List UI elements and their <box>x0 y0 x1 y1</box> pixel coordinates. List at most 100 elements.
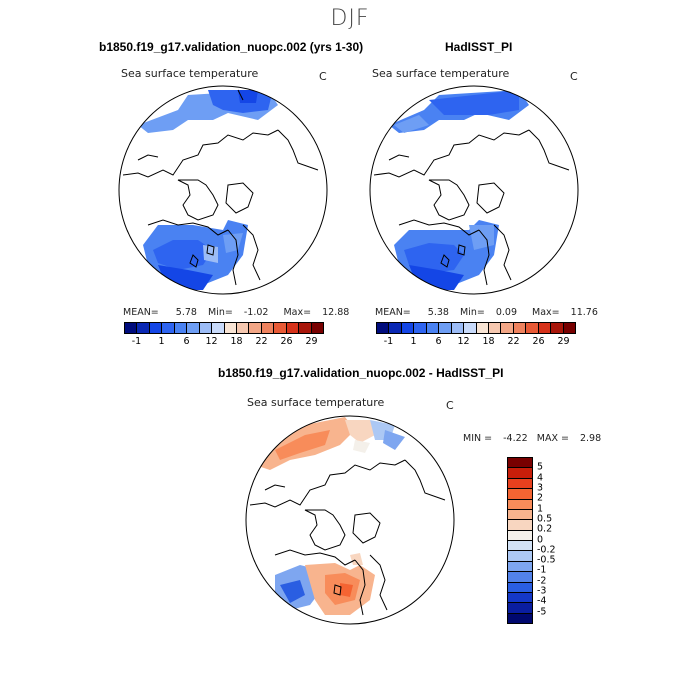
diff-colorbar-tick-label: -0.5 <box>537 554 556 566</box>
diff-colorbar-swatch <box>508 530 532 541</box>
diff-map-boundary <box>245 415 455 625</box>
diff-colorbar <box>507 457 533 624</box>
diff-colorbar-tick-label: -5 <box>537 606 547 618</box>
panel2-min-value: 0.09 <box>495 307 517 318</box>
panel2-colorbar-swatch <box>563 323 575 333</box>
diff-panel-stats: MIN = -4.22 MAX = 2.98 <box>463 433 601 444</box>
panel2-coastlines <box>373 129 570 286</box>
panel2-colorbar-swatch <box>476 323 489 333</box>
diff-colorbar-swatch <box>508 458 532 469</box>
panel1-colorbar-swatch <box>212 323 225 333</box>
diff-colorbar-swatch <box>508 592 532 604</box>
panel2-title: HadISST_PI <box>445 40 513 54</box>
diff-min-label: MIN = <box>463 433 493 444</box>
diff-colorbar-swatch <box>508 572 532 583</box>
panel2-colorbar-swatch <box>464 323 477 333</box>
diff-coastlines <box>249 459 446 616</box>
panel2-colorbar-swatch <box>451 323 465 333</box>
panel1-colorbar-swatch <box>137 323 150 333</box>
diff-min-value: -4.22 <box>503 433 528 444</box>
panel2-colorbar-tick-label: 22 <box>507 336 520 347</box>
diff-colorbar-tick-label: 3 <box>537 482 544 494</box>
diff-colorbar-tick-label: 0.2 <box>537 523 553 535</box>
panel2-colorbar-tick-label: 1 <box>410 336 417 347</box>
diff-panel-field-label: Sea surface temperature <box>247 396 385 409</box>
panel1-mean-value: 5.78 <box>175 307 197 318</box>
panel1-colorbar-swatch <box>149 323 163 333</box>
panel2-colorbar-tick-label: 6 <box>435 336 442 347</box>
panel1-title: b1850.f19_g17.validation_nuopc.002 (yrs … <box>99 40 364 54</box>
panel1-colorbar-swatch <box>286 323 300 333</box>
panel2-colorbar-tick-label: 26 <box>532 336 545 347</box>
diff-colorbar-swatch <box>508 603 532 614</box>
panel1-polar-map <box>118 85 328 295</box>
diff-max-label: MAX = <box>536 433 569 444</box>
panel1-colorbar-tick-label: 1 <box>158 336 165 347</box>
panel1-stats: MEAN= 5.78 Min= -1.02 Max= 12.88 <box>123 307 349 318</box>
panel2-colorbar-swatch <box>426 323 440 333</box>
diff-colorbar-swatch <box>508 551 532 562</box>
diff-colorbar-tick-label: -1 <box>537 564 547 576</box>
panel1-colorbar-swatch <box>261 323 275 333</box>
diff-panel-title: b1850.f19_g17.validation_nuopc.002 - Had… <box>218 366 504 380</box>
panel2-colorbar-tick-label: 12 <box>457 336 470 347</box>
diff-colorbar-tick-label: 0.5 <box>537 513 553 525</box>
panel1-map-boundary <box>118 85 328 295</box>
panel1-colorbar-swatch <box>187 323 200 333</box>
panel2-colorbar-swatch <box>401 323 415 333</box>
diff-max-value: 2.98 <box>579 433 602 444</box>
panel2-colorbar: -1 1 6 12 18 22 26 29 <box>376 322 576 347</box>
diff-colorbar-tick-label: -3 <box>537 585 547 597</box>
diff-colorbar-tick-label: 0 <box>537 534 544 545</box>
panel2-colorbar-tick-label: 18 <box>482 336 495 347</box>
panel1-colorbar-swatch <box>299 323 312 333</box>
panel2-polar-map <box>369 85 579 295</box>
panel2-colorbar-swatch <box>513 323 527 333</box>
panel2-colorbar-swatch <box>414 323 427 333</box>
panel2-colorbar-swatch <box>488 323 502 333</box>
panel1-colorbar-swatch <box>174 323 188 333</box>
diff-panel-units-label: C <box>446 399 454 412</box>
panel1-mean-label: MEAN= <box>123 307 159 318</box>
panel1-colorbar-tick-label: 22 <box>255 336 268 347</box>
diff-colorbar-swatch <box>508 478 532 490</box>
panel2-colorbar-swatch <box>526 323 539 333</box>
panel1-colorbar-tick-label: 29 <box>305 336 318 347</box>
panel1-colorbar-swatch <box>311 323 323 333</box>
diff-colorbar-tick-label: 5 <box>537 461 544 473</box>
panel2-colorbar-swatch <box>377 323 390 333</box>
panel2-colorbar-swatch <box>389 323 402 333</box>
panel1-colorbar-swatch <box>274 323 287 333</box>
diff-colorbar-tick-label: 1 <box>537 503 544 515</box>
diff-colorbar-tick-label: 4 <box>537 472 544 484</box>
panel1-colorbar-swatch <box>199 323 213 333</box>
panel2-min-label: Min= <box>459 307 485 318</box>
panel2-colorbar-tick-label: -1 <box>383 336 394 347</box>
panel1-colorbar-swatch <box>162 323 175 333</box>
diff-colorbar-tick-label: 2 <box>537 492 544 504</box>
panel1-max-label: Max= <box>283 307 312 318</box>
panel2-mean-value: 5.38 <box>427 307 449 318</box>
diff-colorbar-tick-label: -2 <box>537 575 547 587</box>
panel1-colorbar-tick-label: 6 <box>183 336 190 347</box>
diff-colorbar-swatch <box>508 541 532 552</box>
diff-colorbar-swatch <box>508 509 532 521</box>
panel2-colorbar-swatch <box>551 323 564 333</box>
panel1-colorbar-swatch <box>224 323 237 333</box>
panel1-colorbar-swatch <box>236 323 250 333</box>
panel2-colorbar-swatch <box>538 323 552 333</box>
panel2-max-label: Max= <box>532 307 560 318</box>
panel2-stats: MEAN= 5.38 Min= 0.09 Max= 11.76 <box>375 307 598 318</box>
panel2-map-boundary <box>369 85 579 295</box>
panel1-colorbar-tick-label: 26 <box>280 336 293 347</box>
panel2-max-value: 11.76 <box>570 307 598 318</box>
panel1-colorbar-tick-label: -1 <box>131 336 142 347</box>
diff-colorbar-swatch <box>508 613 532 623</box>
panel1-min-value: -1.02 <box>243 307 269 318</box>
diff-colorbar-ticks: 5 4 3 2 1 0.5 0.2 0 -0.2 -0.5 -1 -2 -3 -4 -5 <box>533 457 573 622</box>
panel1-max-value: 12.88 <box>322 307 350 318</box>
diff-colorbar-tick-label: -4 <box>537 595 547 607</box>
panel2-colorbar-swatch <box>439 323 452 333</box>
diff-polar-map <box>245 415 455 625</box>
diff-colorbar-tick-label: -0.2 <box>537 544 556 556</box>
